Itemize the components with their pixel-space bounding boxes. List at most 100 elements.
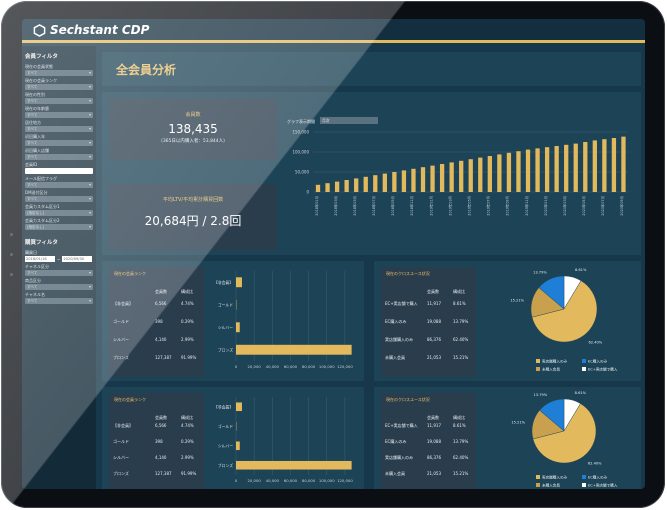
table-cell: 91.99%: [181, 355, 197, 360]
table-header-cell: 構成比: [181, 289, 193, 294]
filter-select[interactable]: すべて: [25, 154, 93, 160]
cross-pie-chart-2: 8.61% 62.40% 15.21% 13.79% 実店舗購入のみ EC購入のみ未購入会…: [511, 391, 618, 488]
filter-select[interactable]: すべて: [25, 98, 93, 104]
legend-swatch: [582, 367, 586, 371]
filter-label: 現在の年齢層: [25, 106, 49, 111]
legend-label: EC+実店舗で購入: [588, 367, 618, 372]
bar: [420, 167, 426, 192]
x-tick-label: 2018年07月: [371, 196, 376, 216]
pie-slice: [531, 280, 598, 343]
table-cell: EC+実店舗で購入: [385, 301, 418, 306]
date-to-input[interactable]: 2020/09/30: [62, 256, 93, 262]
filter-select[interactable]: すべて: [25, 126, 93, 132]
x-tick-label: 20,000: [248, 478, 262, 483]
bar: [344, 180, 349, 192]
y-tick-label: 0: [306, 190, 309, 195]
date-from-input[interactable]: 2018/01/16: [25, 256, 55, 262]
filter-select[interactable]: [指定なし]: [25, 210, 93, 216]
table-cell: 19,088: [427, 319, 441, 324]
table-cell: 127,387: [155, 355, 172, 360]
dashboard-screen: Sechstant CDP 会員フィルタ 現在の会員状態 すべて 現在の会員ランクす…: [22, 19, 645, 489]
table-title: 現在の会員ランク: [114, 271, 146, 276]
table-cell: 未購入会員: [385, 355, 405, 360]
filter-select[interactable]: すべて: [25, 182, 93, 188]
purchase-filter-heading: 購買フィルタ: [25, 240, 58, 246]
filter-select[interactable]: すべて: [25, 196, 93, 202]
bar: [449, 162, 454, 192]
filter-field: 現在の性別 すべて: [22, 90, 96, 104]
table-cell: ブロンズ: [113, 355, 129, 360]
pie-value-label: 13.79%: [533, 270, 547, 274]
member-id-input[interactable]: [25, 168, 93, 174]
bar: [602, 139, 607, 192]
legend-swatch: [582, 483, 586, 487]
cross-table-1: 現在のクロスユース状況 会員数 構成比 EC+実店舗で購入 11,917 8.61% EC購…: [381, 267, 476, 377]
filter-label: 商品区分: [25, 278, 41, 283]
legend-swatch: [536, 475, 540, 479]
bar: [411, 168, 416, 192]
category-label: シルバー: [218, 325, 233, 330]
filter-select[interactable]: すべて: [25, 270, 93, 276]
filter-select[interactable]: すべて: [25, 298, 93, 304]
table-row: ブロンズ 127,387 91.99%: [109, 471, 204, 481]
table-cell: ゴールド: [113, 439, 129, 444]
filter-field: チャネル区分 すべて: [22, 262, 96, 276]
bar: [236, 277, 242, 288]
x-tick-label: 2018年05月: [352, 196, 357, 216]
table-row: 未購入会員 21,053 15.21%: [381, 355, 476, 365]
period-selector-label: グラフ表示期間: [287, 119, 315, 124]
period-selector[interactable]: 月次: [320, 117, 378, 124]
bar: [478, 157, 483, 192]
filter-field: 現在の会員ランク すべて: [22, 76, 96, 90]
app-logo[interactable]: Sechstant CDP: [33, 23, 149, 37]
bar: [554, 146, 559, 192]
title-box: 全会員分析: [102, 52, 641, 86]
filter-label: 現在の会員状態: [25, 64, 53, 69]
bar: [564, 144, 569, 192]
filter-select[interactable]: [指定なし]: [25, 224, 93, 230]
table-cell: EC購入のみ: [385, 319, 407, 324]
category-label: ブロンズ: [218, 463, 233, 468]
table-cell: 62.40%: [453, 337, 469, 342]
category-label: 【非会員】: [214, 404, 233, 409]
pie-slice: [539, 398, 565, 432]
x-tick-label: 0: [235, 364, 238, 369]
filter-select[interactable]: すべて: [25, 140, 93, 146]
table-cell: 実店舗購入のみ: [385, 337, 413, 342]
bar: [315, 184, 321, 192]
filter-field: 現在の会員状態 すべて: [22, 62, 96, 76]
bar: [236, 322, 240, 333]
x-tick-label: 2020年07月: [600, 196, 605, 216]
members-value: 138,435: [168, 122, 218, 136]
category-label: シルバー: [218, 443, 233, 448]
members-label: 会員数: [185, 112, 201, 118]
legend-swatch: [536, 359, 540, 363]
legend-swatch: [582, 359, 586, 363]
table-cell: シルバー: [113, 337, 129, 342]
legend-label: EC購入のみ: [588, 475, 608, 480]
filter-select[interactable]: すべて: [25, 84, 93, 90]
x-tick-label: 0: [235, 478, 238, 483]
legend-label: EC購入のみ: [588, 359, 608, 364]
x-tick-label: 2018年03月: [333, 196, 338, 216]
legend-label: EC+実店舗で購入: [588, 483, 618, 488]
filter-label: 初回購入年: [25, 134, 45, 139]
filter-select[interactable]: すべて: [25, 284, 93, 290]
member-filter-heading: 会員フィルタ: [25, 54, 58, 60]
member-id-label: 会員ID: [25, 162, 38, 167]
table-header-cell: 構成比: [453, 289, 465, 294]
date-range-tilde: ~: [57, 256, 61, 262]
pie-value-label: 15.21%: [510, 298, 524, 302]
table-title: 現在の会員ランク: [114, 397, 146, 402]
bar: [516, 151, 521, 192]
member-growth-chart: 150,000 100,000 50,000 0 2018年01月 2018年03月 201…: [292, 130, 628, 216]
filter-select[interactable]: すべて: [25, 70, 93, 76]
bar: [583, 142, 588, 192]
table-cell: 19,088: [427, 439, 441, 444]
table-cell: 未購入会員: [385, 471, 405, 476]
members-card: 会員数 138,435 (365日以内購入者：53,844人): [109, 98, 277, 160]
table-row: 【非会員】 6,566 4.74%: [109, 423, 204, 433]
bar: [621, 136, 626, 192]
cross-pie-chart-1: 8.61% 62.40% 15.21% 13.79% 実店舗購入のみ EC購入のみ未購入会…: [510, 268, 618, 372]
filter-select[interactable]: すべて: [25, 112, 93, 118]
